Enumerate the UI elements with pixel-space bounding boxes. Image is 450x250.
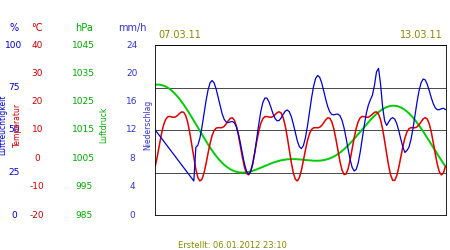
Text: 24: 24 <box>126 40 138 50</box>
Text: 50: 50 <box>8 126 20 134</box>
Text: 1045: 1045 <box>72 40 95 50</box>
Text: Luftfeuchtigkeit: Luftfeuchtigkeit <box>0 95 7 155</box>
Text: Temperatur: Temperatur <box>14 103 22 147</box>
Text: 4: 4 <box>129 182 135 191</box>
Text: 30: 30 <box>32 69 43 78</box>
Text: 07.03.11: 07.03.11 <box>158 30 201 40</box>
Text: %: % <box>9 22 18 32</box>
Text: 1015: 1015 <box>72 126 95 134</box>
Text: 0: 0 <box>11 210 17 220</box>
Text: hPa: hPa <box>75 22 93 32</box>
Text: mm/h: mm/h <box>118 22 146 32</box>
Text: -10: -10 <box>30 182 45 191</box>
Text: 16: 16 <box>126 97 138 106</box>
Text: 20: 20 <box>126 69 138 78</box>
Text: Niederschlag: Niederschlag <box>143 100 152 150</box>
Text: -20: -20 <box>30 210 45 220</box>
Text: Luftdruck: Luftdruck <box>99 107 108 143</box>
Text: 0: 0 <box>34 154 40 163</box>
Text: 8: 8 <box>129 154 135 163</box>
Text: Erstellt: 06.01.2012 23:10: Erstellt: 06.01.2012 23:10 <box>179 240 288 250</box>
Text: 0: 0 <box>129 210 135 220</box>
Text: 20: 20 <box>32 97 43 106</box>
Text: 1035: 1035 <box>72 69 95 78</box>
Text: 1005: 1005 <box>72 154 95 163</box>
Text: 25: 25 <box>8 168 20 177</box>
Text: 985: 985 <box>75 210 92 220</box>
Text: °C: °C <box>32 22 43 32</box>
Text: 13.03.11: 13.03.11 <box>400 30 443 40</box>
Text: 12: 12 <box>126 126 138 134</box>
Text: 100: 100 <box>5 40 22 50</box>
Text: 995: 995 <box>75 182 92 191</box>
Text: 40: 40 <box>32 40 43 50</box>
Text: 75: 75 <box>8 83 20 92</box>
Text: 1025: 1025 <box>72 97 95 106</box>
Text: 10: 10 <box>32 126 43 134</box>
